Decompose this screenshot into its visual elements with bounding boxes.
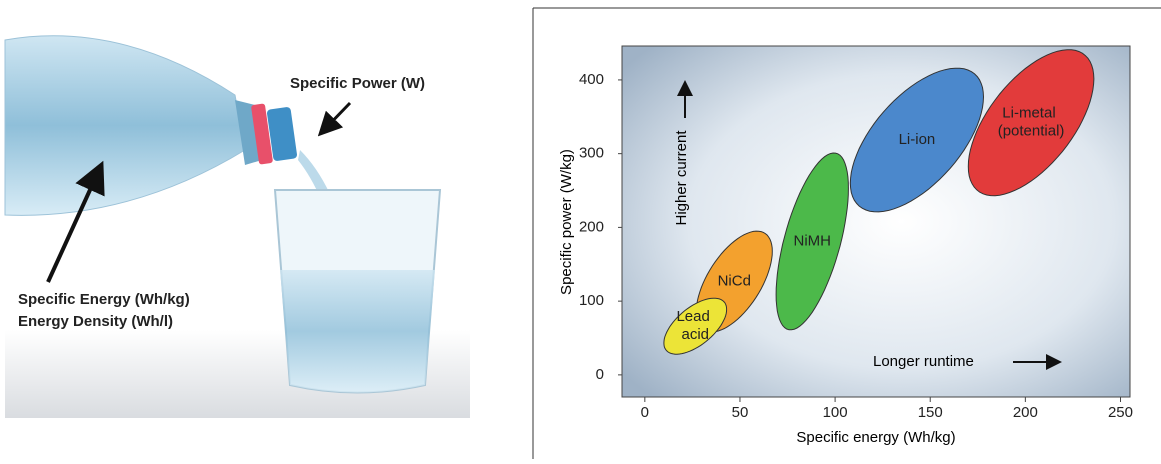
bottle <box>5 36 245 216</box>
x-tick-label: 50 <box>732 404 749 421</box>
page: Specific Power (W) Specific Energy (Wh/k… <box>0 0 1161 459</box>
x-tick-label: 150 <box>918 404 943 421</box>
region-label: Lead acid <box>676 308 714 343</box>
annotation: Higher current <box>673 130 690 226</box>
region-label: Li-ion <box>899 131 936 148</box>
x-tick-label: 0 <box>641 404 649 421</box>
density-label: Energy Density (Wh/l) <box>18 313 173 330</box>
y-tick-label: 300 <box>579 145 604 162</box>
y-axis-label: Specific power (W/kg) <box>558 149 575 295</box>
energy-label: Specific Energy (Wh/kg) <box>18 291 190 308</box>
y-tick-label: 100 <box>579 292 604 309</box>
y-tick-label: 400 <box>579 71 604 88</box>
region-label: NiMH <box>794 232 832 249</box>
annotation: Longer runtime <box>873 353 974 370</box>
region-label: NiCd <box>718 273 751 290</box>
x-axis-label: Specific energy (Wh/kg) <box>796 429 955 446</box>
y-tick-label: 200 <box>579 218 604 235</box>
power-label: Specific Power (W) <box>290 75 425 92</box>
x-tick-label: 250 <box>1108 404 1133 421</box>
glass-water <box>280 270 435 393</box>
region-label: Li-metal (potential) <box>998 105 1065 140</box>
x-tick-label: 200 <box>1013 404 1038 421</box>
arrow <box>322 103 350 132</box>
illustration: Specific Power (W) Specific Energy (Wh/k… <box>5 36 470 418</box>
x-tick-label: 100 <box>823 404 848 421</box>
y-tick-label: 0 <box>596 366 604 383</box>
